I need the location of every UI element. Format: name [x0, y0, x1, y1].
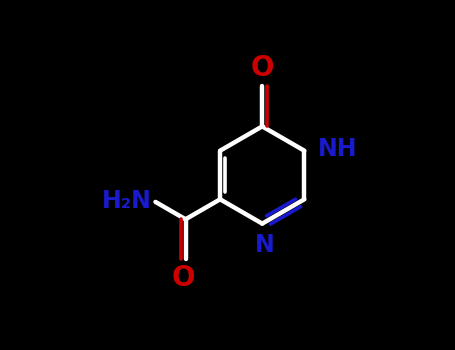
Text: H₂N: H₂N [102, 189, 152, 212]
Text: O: O [172, 264, 196, 292]
Text: N: N [255, 233, 275, 257]
Text: O: O [250, 54, 274, 82]
Text: NH: NH [318, 137, 357, 161]
